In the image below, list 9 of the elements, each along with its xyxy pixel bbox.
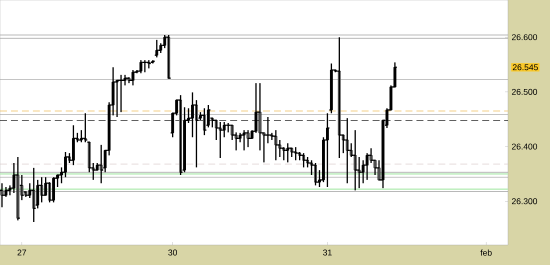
y-tick-label: 26.600 xyxy=(512,34,538,40)
x-tick-label: feb xyxy=(480,250,492,256)
text: 26.545 xyxy=(512,64,538,70)
x-tick-label: 30 xyxy=(168,250,178,256)
x-tick-label: 27 xyxy=(18,250,26,256)
y-tick-label: 26.300 xyxy=(512,198,538,204)
x-tick-label: 31 xyxy=(323,250,332,256)
y-tick-label: 26.500 xyxy=(512,88,538,95)
y-tick-label: 26.400 xyxy=(512,144,538,150)
